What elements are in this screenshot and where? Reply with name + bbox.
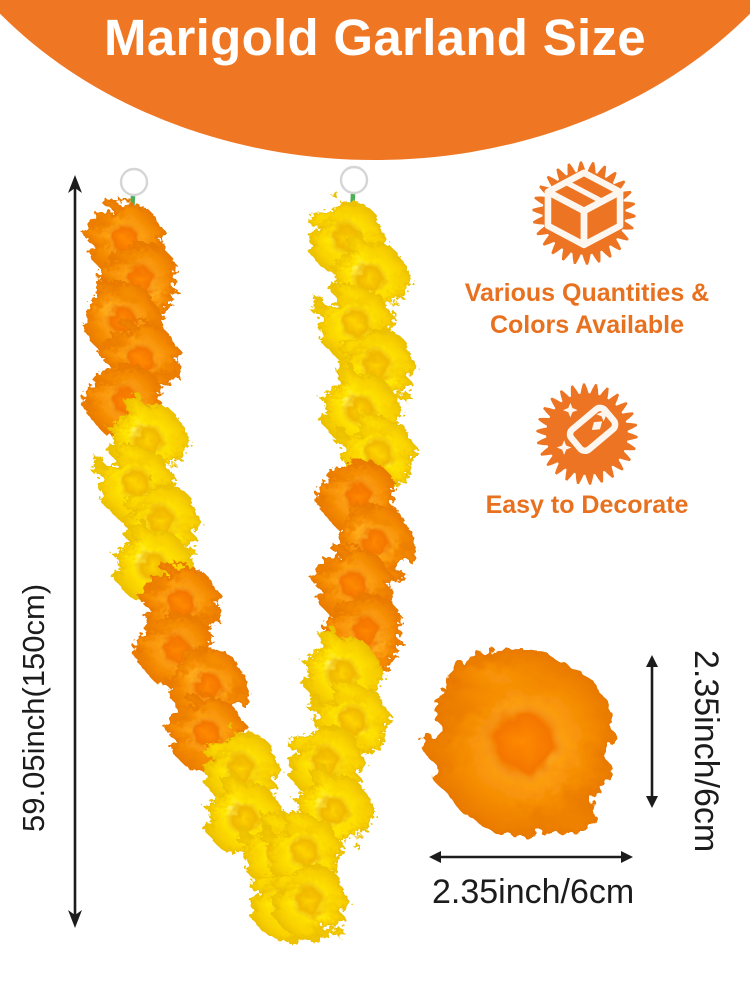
- svg-text:2.35inch/6cm: 2.35inch/6cm: [687, 650, 725, 852]
